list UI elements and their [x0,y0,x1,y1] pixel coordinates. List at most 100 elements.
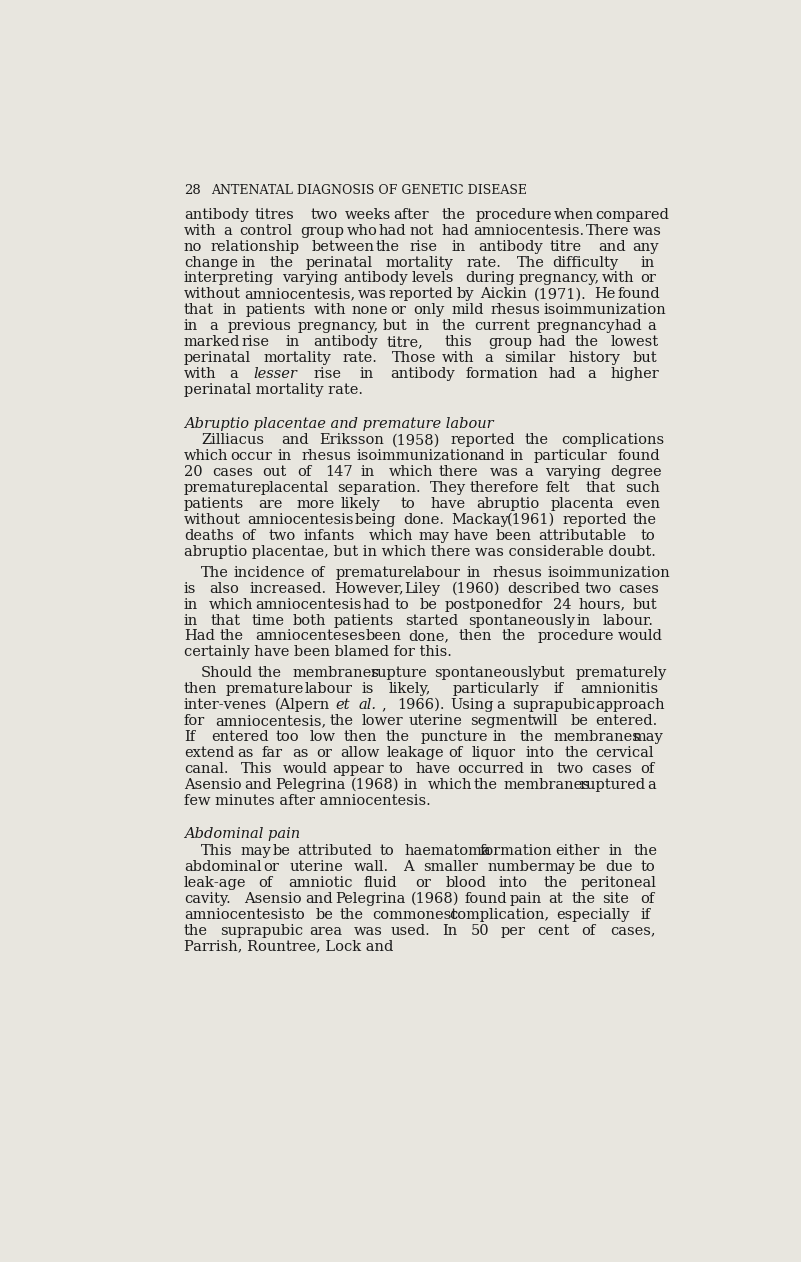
Text: levels: levels [411,271,453,285]
Text: in: in [360,367,373,381]
Text: spontaneously: spontaneously [469,613,575,627]
Text: abruptio: abruptio [476,497,539,511]
Text: antibody: antibody [390,367,455,381]
Text: placental: placental [260,481,329,495]
Text: of: of [640,762,654,776]
Text: occurred: occurred [457,762,525,776]
Text: a: a [647,319,656,333]
Text: Those: Those [392,351,437,365]
Text: if: if [640,907,650,921]
Text: lesser: lesser [253,367,297,381]
Text: leak­age: leak­age [183,876,247,890]
Text: in: in [416,319,430,333]
Text: cases,: cases, [610,924,656,938]
Text: (1958): (1958) [392,433,441,447]
Text: This: This [201,844,232,858]
Text: in: in [577,613,591,627]
Text: only: only [413,303,445,317]
Text: higher: higher [610,367,659,381]
Text: rupture: rupture [371,666,427,680]
Text: amniocentesis: amniocentesis [256,598,362,612]
Text: perinatal: perinatal [183,351,251,365]
Text: low: low [309,729,336,743]
Text: titre: titre [549,240,582,254]
Text: been: been [496,529,532,543]
Text: The: The [201,565,229,579]
Text: 1966).: 1966). [397,698,445,712]
Text: uterine: uterine [409,714,462,728]
Text: was: was [489,466,518,480]
Text: the: the [441,319,465,333]
Text: was: was [353,924,382,938]
Text: ,: , [381,698,386,712]
Text: perinatal: perinatal [306,255,372,270]
Text: for: for [521,598,542,612]
Text: entered: entered [211,729,268,743]
Text: (1961): (1961) [506,514,555,528]
Text: in: in [492,729,506,743]
Text: leakage: leakage [387,746,445,760]
Text: previous: previous [227,319,292,333]
Text: who: who [347,223,378,237]
Text: the: the [219,630,244,644]
Text: or: or [416,876,432,890]
Text: membranes: membranes [553,729,641,743]
Text: group: group [488,336,532,350]
Text: varying: varying [282,271,338,285]
Text: labour.: labour. [603,613,654,627]
Text: with: with [183,223,216,237]
Text: (1968): (1968) [351,777,400,791]
Text: amniocentesis,: amniocentesis, [244,288,356,302]
Text: to: to [395,598,409,612]
Text: complications: complications [562,433,665,447]
Text: was: was [633,223,662,237]
Text: a: a [497,698,505,712]
Text: and: and [598,240,626,254]
Text: patients: patients [245,303,306,317]
Text: Parrish, Rountree, Lock and: Parrish, Rountree, Lock and [183,940,393,954]
Text: placenta: placenta [550,497,614,511]
Text: in: in [183,598,198,612]
Text: 24: 24 [553,598,572,612]
Text: rate.: rate. [343,351,377,365]
Text: time: time [252,613,284,627]
Text: number: number [487,859,545,873]
Text: premature: premature [336,565,414,579]
Text: two: two [585,582,612,596]
Text: premature: premature [183,481,262,495]
Text: in: in [404,777,418,791]
Text: of: of [581,924,595,938]
Text: ruptured: ruptured [579,777,646,791]
Text: in: in [285,336,300,350]
Text: is: is [361,681,374,697]
Text: of: of [640,892,654,906]
Text: procedure: procedure [537,630,614,644]
Text: of: of [259,876,273,890]
Text: abruptio placentae, but in which there was considerable doubt.: abruptio placentae, but in which there w… [183,545,656,559]
Text: peritoneal: peritoneal [581,876,657,890]
Text: lower: lower [361,714,403,728]
Text: wall.: wall. [354,859,389,873]
Text: as: as [292,746,309,760]
Text: felt: felt [546,481,570,495]
Text: pregnancy,: pregnancy, [518,271,599,285]
Text: far: far [261,746,283,760]
Text: in: in [360,466,375,480]
Text: lowest: lowest [610,336,658,350]
Text: then: then [459,630,493,644]
Text: have: have [431,497,466,511]
Text: amniotic: amniotic [288,876,353,890]
Text: antibody: antibody [183,208,248,222]
Text: weeks: weeks [344,208,391,222]
Text: in: in [183,319,198,333]
Text: Using: Using [450,698,494,712]
Text: However,: However, [335,582,405,596]
Text: the: the [525,433,549,447]
Text: there: there [439,466,479,480]
Text: incidence: incidence [234,565,306,579]
Text: had: had [539,336,566,350]
Text: too: too [275,729,299,743]
Text: with: with [183,367,216,381]
Text: degree: degree [610,466,662,480]
Text: of: of [310,565,324,579]
